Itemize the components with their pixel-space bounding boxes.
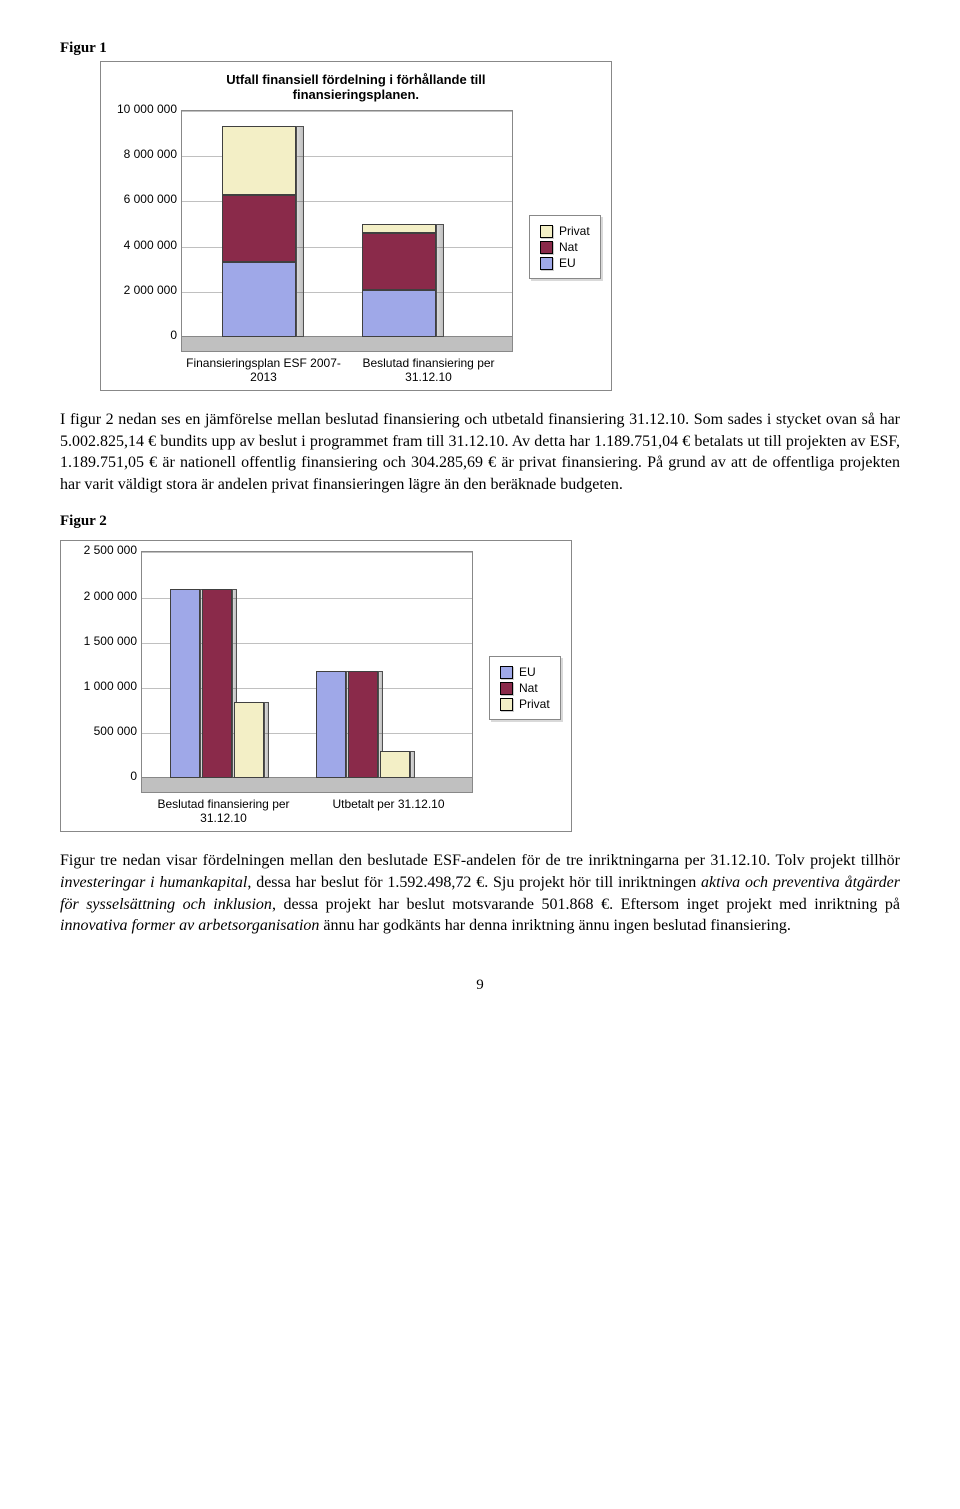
- figure1-chart-box: Utfall finansiell fördelning i förhållan…: [100, 61, 612, 391]
- x-label: Finansieringsplan ESF 2007-2013: [181, 356, 346, 384]
- bar-3d-side: [436, 224, 444, 337]
- gridline: [182, 111, 512, 112]
- bar: [202, 589, 232, 779]
- legend-item: Privat: [540, 224, 590, 238]
- italic-text: innovativa former av arbetsorganisation: [60, 917, 319, 934]
- plot-floor: [182, 336, 512, 351]
- figure1-plot: [181, 110, 513, 352]
- figure1-legend: Privat Nat EU: [529, 215, 601, 279]
- y-tick-label: 1 500 000: [71, 634, 137, 648]
- bar-3d-side: [296, 126, 304, 337]
- legend-swatch: [500, 698, 513, 711]
- y-tick-label: 1 000 000: [71, 679, 137, 693]
- y-tick-label: 2 000 000: [111, 283, 177, 297]
- legend-swatch: [500, 682, 513, 695]
- bar: [170, 589, 200, 779]
- x-label: Utbetalt per 31.12.10: [306, 797, 471, 825]
- figure2-chart-area: 0500 0001 000 0001 500 0002 000 0002 500…: [71, 551, 561, 825]
- y-tick-label: 2 500 000: [71, 543, 137, 557]
- legend-swatch: [540, 257, 553, 270]
- bar-segment: [222, 195, 296, 263]
- bar-segment: [362, 290, 436, 337]
- bar: [380, 751, 410, 778]
- legend-swatch: [540, 241, 553, 254]
- bar-segment: [222, 262, 296, 337]
- figure2-x-labels: Beslutad finansiering per 31.12.10Utbeta…: [141, 797, 471, 825]
- bar: [234, 702, 264, 779]
- y-tick-label: 0: [111, 328, 177, 342]
- figure1-label: Figur 1: [60, 40, 900, 57]
- legend-label: Privat: [559, 224, 590, 238]
- italic-text: investeringar i humankapital: [60, 874, 247, 891]
- bar-segment: [362, 233, 436, 290]
- legend-swatch: [540, 225, 553, 238]
- legend-label: EU: [519, 665, 536, 679]
- legend-label: EU: [559, 256, 576, 270]
- y-tick-label: 6 000 000: [111, 192, 177, 206]
- figure1-y-axis: 02 000 0004 000 0006 000 0008 000 00010 …: [111, 110, 181, 350]
- y-tick-label: 2 000 000: [71, 589, 137, 603]
- y-tick-label: 8 000 000: [111, 147, 177, 161]
- x-label: Beslutad finansiering per 31.12.10: [346, 356, 511, 384]
- figure1-x-labels: Finansieringsplan ESF 2007-2013Beslutad …: [181, 356, 511, 384]
- y-tick-label: 500 000: [71, 724, 137, 738]
- bar: [348, 671, 378, 779]
- legend-item: Nat: [500, 681, 550, 695]
- legend-item: EU: [500, 665, 550, 679]
- y-tick-label: 0: [71, 769, 137, 783]
- bar-3d-side: [264, 702, 269, 779]
- legend-item: Privat: [500, 697, 550, 711]
- figure2-legend: EU Nat Privat: [489, 656, 561, 720]
- y-tick-label: 4 000 000: [111, 238, 177, 252]
- bar: [316, 671, 346, 779]
- figure2-label: Figur 2: [60, 513, 900, 530]
- figure2-plot: [141, 551, 473, 793]
- gridline: [142, 552, 472, 553]
- figure2-chart-box: 0 500 000 1 000 000 1 500 000 2 000 000 2 500…: [60, 540, 572, 832]
- y-tick-label: 10 000 000: [111, 102, 177, 116]
- paragraph-2: Figur tre nedan visar fördelningen mella…: [60, 850, 900, 936]
- legend-label: Nat: [559, 240, 578, 254]
- bar-segment: [222, 126, 296, 195]
- paragraph-1: I figur 2 nedan ses en jämförelse mellan…: [60, 409, 900, 495]
- legend-item: EU: [540, 256, 590, 270]
- x-label: Beslutad finansiering per 31.12.10: [141, 797, 306, 825]
- legend-label: Nat: [519, 681, 538, 695]
- bar-3d-side: [410, 751, 415, 778]
- figure2-y-axis: 0500 0001 000 0001 500 0002 000 0002 500…: [71, 551, 141, 791]
- page-number: 9: [60, 977, 900, 994]
- figure1-title: Utfall finansiell fördelning i förhållan…: [181, 72, 531, 102]
- plot-floor: [142, 777, 472, 792]
- legend-label: Privat: [519, 697, 550, 711]
- figure1-chart-area: 02 000 0004 000 0006 000 0008 000 00010 …: [111, 110, 601, 384]
- legend-item: Nat: [540, 240, 590, 254]
- legend-swatch: [500, 666, 513, 679]
- bar-segment: [362, 224, 436, 233]
